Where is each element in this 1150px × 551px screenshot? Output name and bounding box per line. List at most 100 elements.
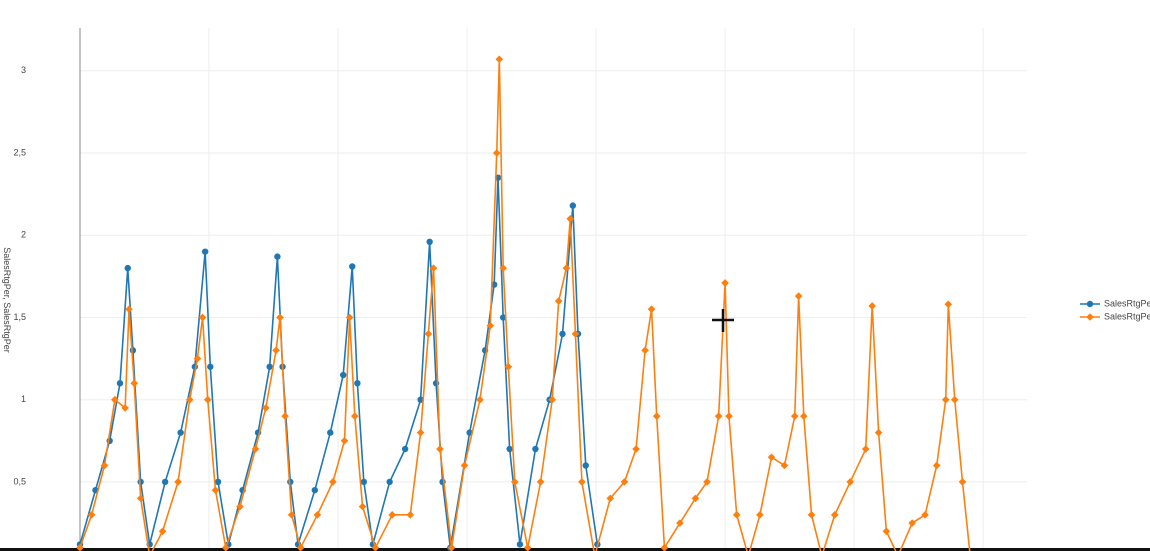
marker [641,346,649,355]
marker [345,313,354,322]
marker [703,478,711,486]
marker [536,478,545,486]
marker [566,214,575,223]
marker [532,445,539,453]
marker [732,511,741,519]
marker [201,248,209,255]
marker [559,330,566,338]
marker [276,313,284,322]
marker [416,428,425,437]
marker [569,202,577,209]
marker [691,494,700,503]
marker [87,511,96,519]
marker [426,238,433,246]
marker [725,412,733,420]
marker [499,314,507,321]
marker [941,395,950,404]
marker [504,362,513,371]
marker [632,445,640,453]
marker [921,511,929,519]
marker [124,264,131,272]
marker [1086,300,1094,308]
marker [495,55,504,64]
marker [447,543,456,551]
legend: SalesRtgPer SalesRtgPer [1080,298,1150,321]
marker [236,502,244,511]
marker [158,527,167,536]
marker [647,305,656,314]
marker [676,519,684,527]
marker [424,330,433,338]
marker [492,149,501,157]
marker [429,264,438,272]
marker [207,363,214,370]
y-tick-label: 2,5 [13,147,26,157]
marker [562,264,571,272]
marker [476,395,484,404]
marker [958,478,967,486]
marker [358,502,367,511]
marker [121,404,129,412]
marker [932,461,941,470]
marker [944,300,953,309]
y-tick-label: 2 [21,230,26,240]
marker [606,494,615,503]
marker [780,461,789,470]
marker [161,478,169,486]
marker [861,445,870,453]
marker [756,511,764,519]
marker [652,412,661,420]
marker [794,292,803,300]
marker [950,395,959,404]
marker [386,478,393,486]
marker [100,461,109,470]
marker [129,347,137,354]
marker [790,412,799,420]
marker [111,395,119,404]
marker [460,461,469,470]
marker [874,428,883,437]
marker [340,437,349,445]
marker [499,264,507,272]
marker [327,429,334,436]
marker [868,302,876,310]
marker [221,543,230,551]
marker [401,445,409,453]
marker [339,371,347,379]
y-tick-label: 1,5 [13,312,26,322]
marker [203,395,212,404]
marker [198,313,207,322]
marker [174,478,182,486]
marker [287,511,296,519]
marker [311,486,319,494]
marker [799,412,808,420]
marker [125,305,133,314]
marker [211,486,220,494]
marker [136,494,145,503]
series-line [79,177,599,548]
marker [417,396,424,403]
plot-area [76,55,971,551]
marker [523,543,532,551]
marker [116,380,124,387]
marker [882,527,891,536]
marker [130,379,138,388]
marker [554,297,563,305]
marker [721,279,729,287]
marker [506,445,513,453]
marker [510,478,519,486]
marker [214,478,222,486]
y-tick-label: 0,5 [13,476,26,486]
marker [177,429,184,436]
marker [349,263,356,270]
marker [1086,313,1094,321]
marker [185,395,194,404]
marker [516,541,524,548]
marker [313,511,322,519]
marker [807,511,816,519]
marker [371,543,380,551]
marker [274,253,281,260]
y-tick-label: 1 [21,394,26,404]
marker [76,543,84,551]
marker [296,543,305,551]
